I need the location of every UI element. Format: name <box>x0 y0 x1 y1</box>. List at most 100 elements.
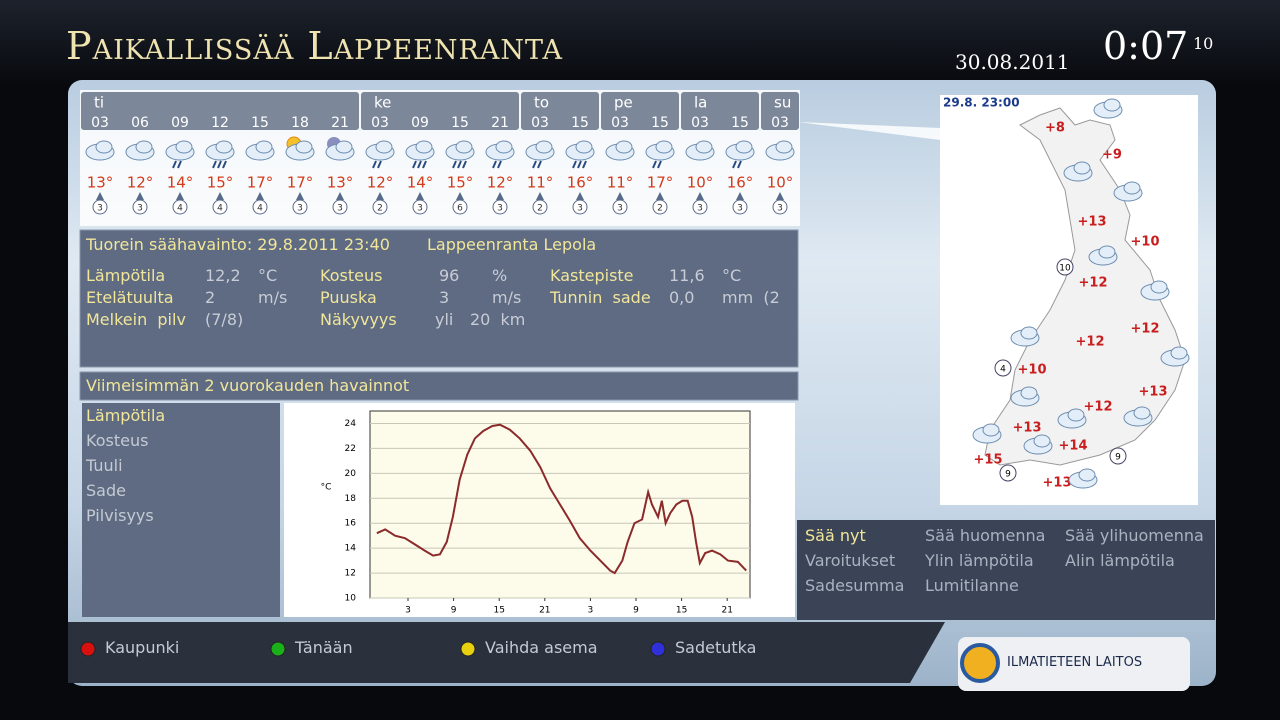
map-temperature: +13 <box>1078 215 1107 230</box>
map-temperature: +15 <box>974 453 1003 468</box>
weather-icon <box>1068 468 1098 489</box>
temperature: 17° <box>287 174 314 192</box>
day-name: ti <box>94 94 104 112</box>
weather-icon <box>1140 280 1170 301</box>
y-tick-label: 20 <box>345 469 357 479</box>
wind-speed: 3 <box>337 204 343 214</box>
obs-value: 96 <box>439 266 460 285</box>
cloud <box>95 140 113 154</box>
menu-item[interactable]: Sää huomenna <box>925 526 1046 545</box>
weather-icon <box>325 137 355 161</box>
button-label[interactable]: Tänään <box>295 638 353 657</box>
rain <box>217 160 222 169</box>
rain <box>652 160 657 169</box>
y-tick-label: 22 <box>345 444 356 454</box>
wind-arrow <box>296 192 304 200</box>
menu-item[interactable]: Varoitukset <box>805 551 896 570</box>
temperature: 10° <box>767 174 794 192</box>
temperature: 17° <box>247 174 274 192</box>
history-menu-item[interactable]: Pilvisyys <box>86 506 154 525</box>
wind-circle <box>252 199 268 215</box>
history-title: Viimeisimmän 2 vuorokauden havainnot <box>86 376 410 395</box>
obs-unit: m/s <box>258 288 288 307</box>
cloud <box>375 140 393 154</box>
wind-arrow <box>456 192 464 200</box>
obs-unit: m/s <box>492 288 522 307</box>
history-menu-item[interactable]: Lämpötila <box>86 406 166 425</box>
menu-item[interactable]: Ylin lämpötila <box>925 551 1034 570</box>
x-tick-label: 15 <box>493 606 504 616</box>
obs-label: Kastepiste <box>550 266 634 285</box>
day-name: ke <box>374 94 391 112</box>
cloud <box>1123 181 1141 195</box>
hour: 21 <box>491 115 509 131</box>
cloud <box>982 423 1000 437</box>
history-menu-item[interactable]: Tuuli <box>86 456 123 475</box>
obs-unit: °C <box>722 266 742 285</box>
obs-value: 12,2 <box>205 266 241 285</box>
menu-item[interactable]: Sää ylihuomenna <box>1065 526 1204 545</box>
line <box>376 423 747 575</box>
history-title-bar <box>79 371 799 401</box>
button-label[interactable]: Vaihda asema <box>485 638 598 657</box>
button-label[interactable]: Kaupunki <box>105 638 180 657</box>
weather-icon <box>285 136 315 161</box>
cloud <box>415 140 433 154</box>
cloud <box>735 140 753 154</box>
day-tab <box>521 92 599 130</box>
hour: 15 <box>251 115 269 131</box>
menu-item[interactable]: Lumitilanne <box>925 576 1019 595</box>
weather-icon <box>1023 434 1053 455</box>
hour: 03 <box>91 115 109 131</box>
cloud <box>135 140 153 154</box>
y-tick-label: 24 <box>345 419 357 429</box>
hour: 15 <box>651 115 669 131</box>
logo-emblem <box>960 643 1000 683</box>
x-tick-label: 21 <box>539 606 550 616</box>
history-menu-item[interactable]: Sade <box>86 481 126 500</box>
wind-circle <box>292 199 308 215</box>
map-temperature: +10 <box>1131 235 1160 250</box>
date: 30.08.2011 <box>955 50 1070 74</box>
wind-speed: 2 <box>537 204 543 214</box>
temperature: 16° <box>567 174 594 192</box>
menu-item[interactable]: Sadesumma <box>805 576 905 595</box>
weather-icon <box>1088 245 1118 266</box>
map-temperature: +14 <box>1059 439 1088 454</box>
y-axis-label: °C <box>321 483 332 493</box>
menu-item[interactable]: Sää nyt <box>805 526 866 545</box>
rain <box>457 160 462 169</box>
weather-icon <box>525 140 555 169</box>
day-tab <box>361 92 519 130</box>
rain <box>537 160 542 169</box>
weather-icon <box>85 140 115 161</box>
finland <box>984 107 1186 466</box>
cloud <box>615 140 633 154</box>
menu-item[interactable]: Alin lämpötila <box>1065 551 1175 570</box>
map-temperature: +12 <box>1084 400 1113 415</box>
wind-circle <box>452 199 468 215</box>
wind-arrow <box>216 192 224 200</box>
obs-value: 11,6 <box>669 266 705 285</box>
rain <box>422 160 427 169</box>
wind-arrow <box>576 192 584 200</box>
wind-arrow <box>256 192 264 200</box>
obs-label: Etelätuulta <box>86 288 174 307</box>
history-menu-item[interactable]: Kosteus <box>86 431 149 450</box>
button-label[interactable]: Sadetutka <box>675 638 757 657</box>
wind-arrow <box>656 192 664 200</box>
cloud <box>1133 406 1151 420</box>
weather-icon <box>205 140 235 169</box>
rain <box>497 160 502 169</box>
cloud <box>1020 386 1038 400</box>
temperature: 11° <box>607 174 634 192</box>
cloud <box>1033 434 1051 448</box>
hour: 03 <box>771 115 789 131</box>
temperature: 13° <box>327 174 354 192</box>
rain <box>577 160 582 169</box>
weather-icon <box>1010 386 1040 407</box>
wind-arrow <box>776 192 784 200</box>
button-dot <box>80 641 96 657</box>
weather-icon <box>725 140 755 169</box>
weather-icon <box>1010 326 1040 347</box>
